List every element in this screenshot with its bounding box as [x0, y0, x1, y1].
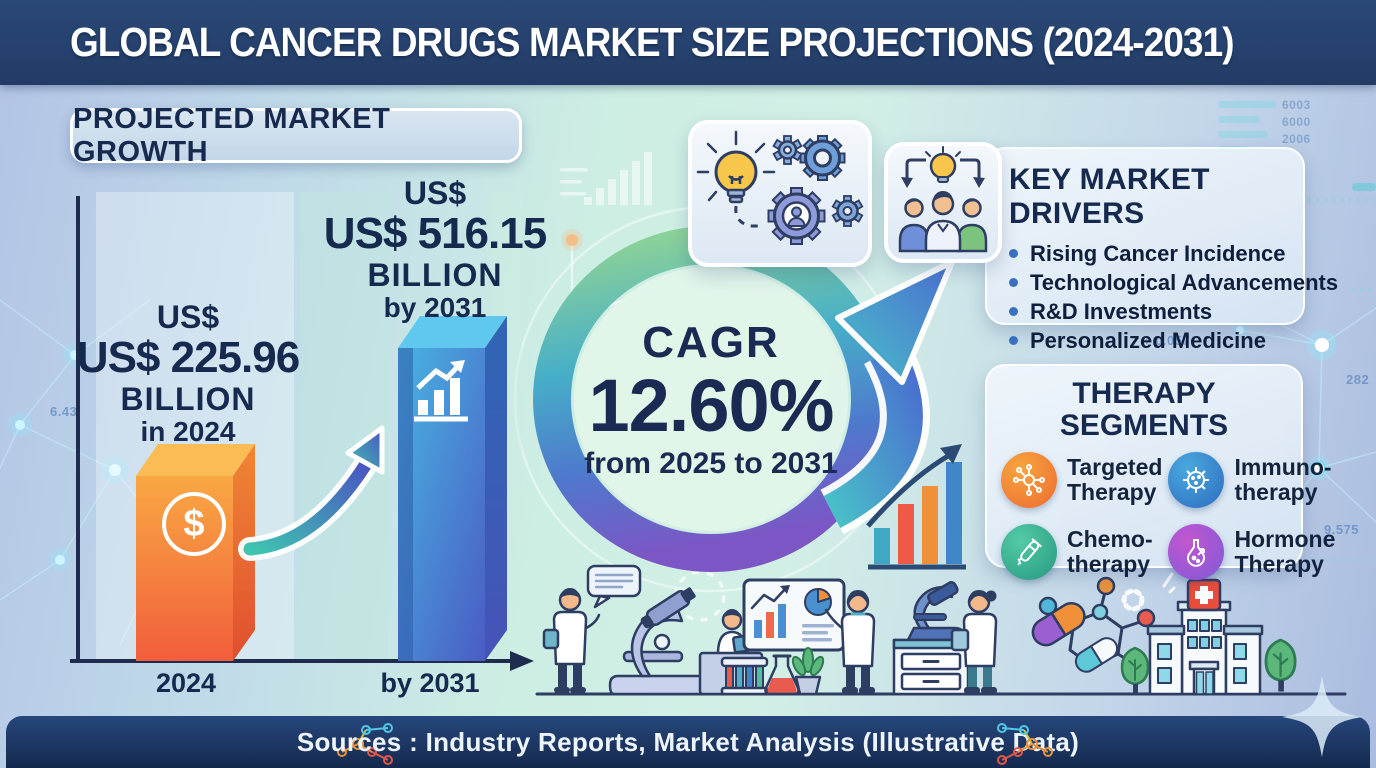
small-gear-icon	[772, 135, 803, 165]
value-2031-block: US$ US$ 516.15 BILLION by 2031	[320, 176, 550, 323]
segment-label-line2: Therapy	[1067, 479, 1157, 505]
small-gear2-icon	[831, 195, 864, 227]
bullet-dot	[1009, 278, 1018, 287]
microscope-2-icon	[906, 581, 965, 642]
therapy-segments-card: THERAPY SEGMENTS Targeted Th	[985, 364, 1335, 580]
segment-label: Hormone Therapy	[1234, 527, 1335, 577]
segment-label-line1: Immuno-	[1234, 454, 1332, 480]
driver-item: Rising Cancer Incidence	[1009, 239, 1286, 268]
cagr-badge: CAGR 12.60% from 2025 to 2031	[551, 320, 871, 482]
presentation-board	[742, 578, 846, 652]
driver-item: Technological Advancements	[1009, 268, 1338, 297]
innovation-icon-card	[688, 120, 872, 267]
decor-number-tr3: 2006	[1282, 132, 1311, 146]
axis-label-2024: 2024	[155, 668, 217, 698]
page-title: GLOBAL CANCER DRUGS MARKET SIZE PROJECTI…	[70, 19, 1235, 65]
molecule-pill-icon	[1031, 576, 1156, 679]
growth-badge-label: PROJECTED MARKET GROWTH	[73, 102, 391, 168]
plant-icon	[791, 647, 825, 696]
molecule-icon	[997, 723, 1053, 765]
unit-2024: BILLION	[120, 381, 256, 417]
bullet-dot	[1009, 307, 1018, 316]
period-2024: in 2024	[140, 416, 236, 447]
therapy-title: THERAPY SEGMENTS	[1059, 377, 1229, 442]
decor-number-right-a: 282	[1346, 372, 1370, 387]
decor-number-tr2: 6000	[1282, 115, 1311, 129]
currency-2031: US$	[403, 175, 467, 211]
sources-text: Sources : Industry Reports, Market Analy…	[296, 727, 1080, 757]
bullet-dot	[1009, 336, 1018, 345]
segment-label: Immuno- therapy	[1234, 455, 1331, 505]
dollar-symbol: $	[183, 502, 205, 545]
presenter-scientist	[824, 590, 876, 694]
targeted-therapy-icon	[1001, 452, 1057, 508]
lab-cabinet	[892, 638, 970, 696]
person-blue	[898, 198, 930, 253]
scientist-1	[542, 588, 601, 693]
segment-label: Chemo- therapy	[1067, 527, 1153, 577]
currency-2024: US$	[156, 299, 220, 335]
driver-label: R&D Investments	[1030, 298, 1213, 324]
tree-icon	[1264, 638, 1297, 692]
person-gear-icon	[767, 187, 826, 245]
decor-number-tr1: 6003	[1282, 98, 1311, 112]
drivers-title: KEY MARKET DRIVERS	[1009, 163, 1210, 230]
speech-bubble-icon	[586, 564, 642, 609]
segment-label-line1: Targeted	[1067, 454, 1163, 480]
person-green	[956, 198, 988, 253]
idea-team-icon	[898, 146, 988, 253]
unit-2031: BILLION	[367, 257, 503, 293]
tree-icon	[1120, 646, 1150, 694]
dollar-coin-icon: $	[162, 492, 226, 556]
value-2024-block: US$ US$ 225.96 BILLION in 2024	[73, 300, 303, 447]
bullet-dot	[1009, 249, 1018, 258]
gear-icon	[799, 135, 846, 181]
cagr-period: from 2025 to 2031	[584, 447, 838, 480]
segment-label-line2: therapy	[1234, 479, 1318, 505]
footer-bar: Sources : Industry Reports, Market Analy…	[6, 716, 1370, 768]
value-2031: US$ 516.15	[323, 209, 547, 258]
microscope-icon	[608, 587, 712, 696]
bulb-gears-icon	[696, 130, 864, 245]
cagr-label: CAGR	[642, 318, 780, 367]
bar-2031	[398, 316, 507, 661]
molecule-icon	[337, 723, 393, 765]
chemotherapy-icon	[1001, 524, 1057, 580]
immunotherapy-icon	[1168, 452, 1225, 508]
cagr-value: 12.60%	[588, 364, 835, 447]
team-idea-icon-card	[884, 142, 1002, 263]
driver-label: Technological Advancements	[1030, 269, 1339, 295]
key-market-drivers-card: KEY MARKET DRIVERS Rising Cancer Inciden…	[985, 147, 1338, 353]
period-2031: by 2031	[383, 292, 487, 323]
segment-label-line2: Therapy	[1234, 551, 1324, 577]
header-bar: GLOBAL CANCER DRUGS MARKET SIZE PROJECTI…	[0, 0, 1376, 85]
test-tubes-icon	[720, 656, 769, 696]
projected-market-growth-badge: PROJECTED MARKET GROWTH	[70, 103, 522, 168]
driver-label: Rising Cancer Incidence	[1030, 240, 1286, 266]
segment-chemotherapy: Chemo- therapy	[1001, 524, 1162, 580]
scientist-3	[950, 590, 998, 694]
segment-label-line1: Hormone	[1234, 526, 1336, 552]
segment-label: Targeted Therapy	[1067, 455, 1162, 505]
hormone-therapy-icon	[1168, 524, 1225, 580]
value-2024: US$ 225.96	[76, 333, 300, 382]
segment-hormone-therapy: Hormone Therapy	[1168, 524, 1335, 580]
driver-label: Personalized Medicine	[1030, 327, 1266, 353]
seated-researcher	[698, 609, 764, 696]
growth-chart-icon	[414, 360, 468, 422]
segment-label-line1: Chemo-	[1067, 526, 1153, 552]
axis-label-2031: by 2031	[380, 668, 480, 698]
segment-targeted-therapy: Targeted Therapy	[1001, 452, 1162, 508]
segment-label-line2: therapy	[1067, 551, 1151, 577]
segment-immunotherapy: Immuno- therapy	[1168, 452, 1335, 508]
mini-bar-chart	[866, 444, 966, 570]
driver-item: Personalized Medicine	[1009, 326, 1283, 355]
person-center	[924, 190, 962, 253]
hospital-building	[1120, 578, 1297, 696]
driver-item: R&D Investments	[1009, 297, 1283, 326]
flask-icon	[764, 654, 800, 696]
